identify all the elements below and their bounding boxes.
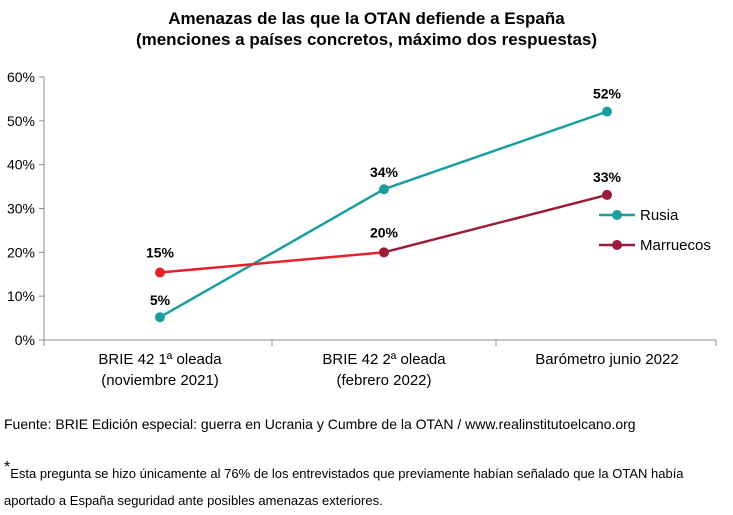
data-point-marruecos — [379, 247, 389, 258]
chart-title-line1: Amenazas de las que la OTAN defiende a E… — [168, 9, 565, 28]
data-label-rusia: 34% — [370, 164, 399, 180]
y-tick-label: 50% — [7, 113, 35, 129]
footnote-text: Esta pregunta se hizo únicamente al 76% … — [4, 466, 684, 508]
line-chart: 0% 10% 20% 30% 40% 50% 60% BRIE 42 1ª oleada (no… — [7, 69, 717, 389]
series-line-marruecos — [383, 193, 608, 254]
data-label-marruecos: 15% — [146, 244, 175, 260]
footnote: *Esta pregunta se hizo únicamente al 76%… — [4, 460, 730, 514]
y-tick-label: 30% — [7, 201, 35, 217]
source-note: Fuente: BRIE Edición especial: guerra en… — [4, 416, 636, 432]
y-tick-label: 10% — [7, 288, 35, 304]
legend-label-marruecos: Marruecos — [640, 237, 711, 254]
y-tick-label: 20% — [7, 244, 35, 260]
series-line-rusia — [383, 110, 608, 191]
data-label-rusia: 52% — [593, 86, 622, 102]
data-label-rusia: 5% — [150, 292, 171, 308]
data-point-rusia — [379, 184, 389, 195]
footnote-mark: * — [4, 459, 11, 476]
x-tick-label: BRIE 42 2ª oleada — [322, 351, 446, 368]
data-point-rusia — [155, 312, 165, 323]
x-tick-label: BRIE 42 1ª oleada — [98, 351, 222, 368]
x-tick-label: (febrero 2022) — [336, 372, 431, 389]
legend-marker-marruecos — [612, 240, 622, 250]
series-line-rusia — [159, 188, 385, 319]
y-tick-label: 60% — [7, 69, 35, 85]
data-point-marruecos — [155, 267, 165, 278]
chart-title-line2: (menciones a países concretos, máximo do… — [135, 30, 598, 49]
x-tick-label: (noviembre 2021) — [101, 372, 219, 389]
chart-title: Amenazas de las que la OTAN defiende a E… — [0, 8, 733, 50]
legend-label-rusia: Rusia — [640, 207, 679, 224]
data-label-marruecos: 33% — [593, 169, 622, 185]
y-tick-label: 40% — [7, 157, 35, 173]
x-tick-label: Barómetro junio 2022 — [535, 351, 678, 368]
data-point-marruecos — [602, 189, 612, 200]
data-label-marruecos: 20% — [370, 224, 399, 240]
legend-marker-rusia — [612, 210, 622, 220]
y-tick-label: 0% — [15, 332, 35, 348]
series-line-marruecos — [159, 251, 385, 274]
data-point-rusia — [602, 106, 612, 117]
